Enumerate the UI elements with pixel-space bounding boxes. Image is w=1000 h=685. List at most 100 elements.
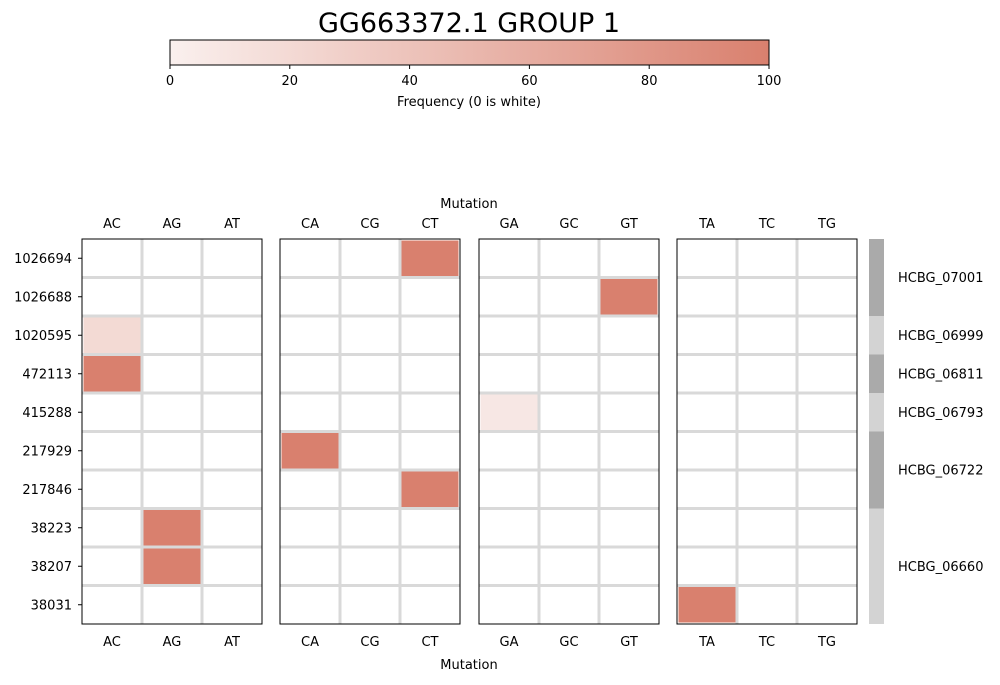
heatmap-cell bbox=[480, 433, 538, 469]
heatmap-cell bbox=[143, 240, 201, 276]
heatmap-cell bbox=[678, 240, 736, 276]
heatmap-cell bbox=[600, 356, 658, 392]
heatmap-cell bbox=[738, 471, 796, 507]
heatmap-cell bbox=[540, 471, 598, 507]
row-label: 1026688 bbox=[14, 290, 72, 305]
chart-title: GG663372.1 GROUP 1 bbox=[318, 8, 620, 39]
heatmap-cell bbox=[540, 356, 598, 392]
colorbar-tick-label: 60 bbox=[521, 74, 538, 89]
heatmap-cell bbox=[738, 317, 796, 353]
column-label-bottom: GC bbox=[559, 635, 578, 650]
column-label-top: TG bbox=[817, 217, 836, 232]
heatmap-cell bbox=[738, 394, 796, 430]
row-label: 38207 bbox=[31, 560, 72, 575]
row-label: 38031 bbox=[31, 598, 72, 613]
row-label: 38223 bbox=[31, 521, 72, 536]
heatmap-cell bbox=[540, 587, 598, 623]
column-label-bottom: CT bbox=[421, 635, 438, 650]
heatmap-panels: ACACAGAGATATCACACGCGCTCTGAGAGCGCGTGTTATA… bbox=[81, 217, 858, 650]
heatmap-cell bbox=[281, 356, 339, 392]
heatmap-cell bbox=[600, 317, 658, 353]
heatmap-cell bbox=[203, 356, 261, 392]
colorbar-tick-label: 0 bbox=[166, 74, 174, 89]
x-axis-label-bottom: Mutation bbox=[440, 658, 497, 673]
heatmap-cell bbox=[540, 240, 598, 276]
heatmap-cell bbox=[480, 240, 538, 276]
heatmap-panel: CA CA CG CG CT CT bbox=[279, 217, 461, 650]
row-label: 217929 bbox=[22, 444, 72, 459]
heatmap-cell bbox=[738, 279, 796, 315]
heatmap-cell bbox=[600, 587, 658, 623]
heatmap-cell bbox=[203, 471, 261, 507]
heatmap-cell bbox=[341, 356, 399, 392]
group-label: HCBG_06722 bbox=[898, 464, 983, 479]
heatmap-cell bbox=[401, 356, 459, 392]
heatmap-cell bbox=[341, 394, 399, 430]
heatmap-cell bbox=[600, 510, 658, 546]
heatmap-cell bbox=[540, 317, 598, 353]
heatmap-cell bbox=[83, 433, 141, 469]
heatmap-cell bbox=[341, 433, 399, 469]
heatmap-cell bbox=[281, 240, 339, 276]
heatmap-cell bbox=[798, 587, 856, 623]
heatmap-cell bbox=[678, 510, 736, 546]
heatmap-cell bbox=[83, 548, 141, 584]
heatmap-cell bbox=[401, 471, 459, 507]
heatmap-cell bbox=[678, 548, 736, 584]
heatmap-cell bbox=[401, 240, 459, 276]
group-label: HCBG_06660 bbox=[898, 560, 983, 575]
colorbar: 0 20 40 60 80 100 Frequency (0 is white) bbox=[166, 39, 781, 110]
heatmap-cell bbox=[341, 279, 399, 315]
heatmap-cell bbox=[143, 279, 201, 315]
heatmap-cell bbox=[738, 510, 796, 546]
heatmap-cell bbox=[480, 394, 538, 430]
row-labels: 1026694 1026688 1020595 472113 415288 217929 2… bbox=[14, 252, 82, 613]
heatmap-cell bbox=[480, 317, 538, 353]
heatmap-cell bbox=[401, 510, 459, 546]
heatmap-cell bbox=[83, 394, 141, 430]
group-band bbox=[869, 316, 884, 355]
column-label-top: GA bbox=[500, 217, 519, 232]
heatmap-cell bbox=[83, 317, 141, 353]
heatmap-cell bbox=[83, 356, 141, 392]
heatmap-cell bbox=[600, 548, 658, 584]
heatmap-cell bbox=[678, 433, 736, 469]
column-label-bottom: TA bbox=[698, 635, 715, 650]
heatmap-cell bbox=[798, 394, 856, 430]
heatmap-cell bbox=[341, 510, 399, 546]
heatmap-cell bbox=[143, 548, 201, 584]
panel-border bbox=[81, 238, 263, 625]
heatmap-cell bbox=[798, 279, 856, 315]
colorbar-tick-label: 40 bbox=[401, 74, 418, 89]
heatmap-cell bbox=[738, 433, 796, 469]
heatmap-cell bbox=[480, 587, 538, 623]
group-band bbox=[869, 393, 884, 432]
column-label-bottom: TG bbox=[817, 635, 836, 650]
heatmap-cell bbox=[143, 356, 201, 392]
heatmap-cell bbox=[798, 433, 856, 469]
heatmap-cell bbox=[480, 548, 538, 584]
heatmap-cell bbox=[281, 317, 339, 353]
heatmap-cell bbox=[480, 279, 538, 315]
column-label-top: AT bbox=[224, 217, 240, 232]
heatmap-cell bbox=[143, 587, 201, 623]
column-label-top: GC bbox=[559, 217, 578, 232]
heatmap-cell bbox=[540, 548, 598, 584]
column-label-bottom: TC bbox=[758, 635, 775, 650]
heatmap-cell bbox=[143, 394, 201, 430]
column-label-bottom: GT bbox=[620, 635, 638, 650]
heatmap-cell bbox=[678, 394, 736, 430]
group-band bbox=[869, 508, 884, 624]
heatmap-cell bbox=[678, 356, 736, 392]
group-label: HCBG_06999 bbox=[898, 329, 983, 344]
heatmap-panel: TA TA TC TC TG TG bbox=[676, 217, 858, 650]
heatmap-cell bbox=[480, 510, 538, 546]
group-label: HCBG_07001 bbox=[898, 271, 983, 286]
heatmap-cell bbox=[401, 279, 459, 315]
heatmap-cell bbox=[203, 548, 261, 584]
heatmap-cell bbox=[540, 279, 598, 315]
heatmap-cell bbox=[678, 279, 736, 315]
heatmap-cell bbox=[203, 433, 261, 469]
heatmap-cell bbox=[203, 394, 261, 430]
